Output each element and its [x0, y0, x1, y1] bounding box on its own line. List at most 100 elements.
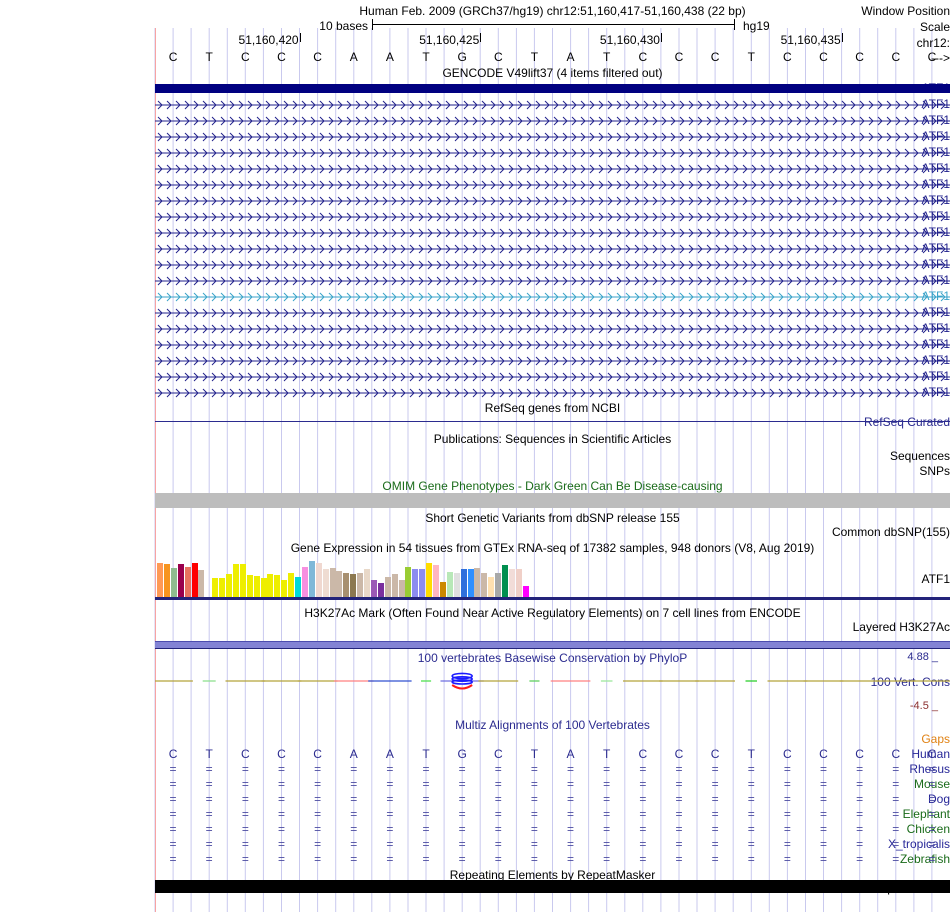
gencode-intron-arrows[interactable] — [155, 372, 950, 382]
multiz-species-label[interactable]: Rhesus — [909, 762, 950, 776]
phylop-conservation-plot[interactable] — [155, 662, 950, 710]
gtex-tissue-bar[interactable] — [481, 573, 488, 597]
gencode-gene-block[interactable] — [155, 84, 950, 93]
gencode-intron-arrows[interactable] — [155, 276, 950, 286]
gtex-tissue-bar[interactable] — [274, 575, 281, 597]
multiz-match-mark: = — [567, 822, 575, 836]
gtex-tissue-bar[interactable] — [322, 569, 329, 597]
gencode-intron-arrows[interactable] — [155, 244, 950, 254]
gtex-tissue-bar[interactable] — [177, 564, 184, 597]
multiz-species-label[interactable]: Human — [911, 747, 950, 761]
publications-snps-label[interactable]: SNPs — [919, 464, 950, 478]
gencode-intron-arrows[interactable] — [155, 148, 950, 158]
gtex-tissue-bar[interactable] — [336, 571, 343, 597]
gtex-tissue-bar[interactable] — [502, 565, 508, 597]
multiz-species-label[interactable]: Mouse — [913, 777, 950, 791]
h3k27ac-signal-bar[interactable] — [155, 641, 950, 649]
gtex-tissue-bar[interactable] — [377, 583, 384, 597]
gtex-tissue-bar[interactable] — [467, 569, 474, 597]
gtex-tissue-bar[interactable] — [474, 568, 481, 597]
multiz-human-base: A — [349, 747, 358, 761]
publications-sequences-label[interactable]: Sequences — [889, 449, 950, 463]
gtex-tissue-bar[interactable] — [170, 568, 177, 597]
gencode-intron-arrows[interactable] — [155, 292, 950, 302]
gtex-tissue-bar[interactable] — [412, 569, 419, 597]
gencode-intron-arrows[interactable] — [155, 260, 950, 270]
gtex-tissue-bar[interactable] — [260, 578, 267, 597]
gtex-tissue-bar[interactable] — [515, 569, 522, 597]
gtex-tissue-bar[interactable] — [157, 563, 163, 597]
sequence-base: C — [891, 50, 901, 64]
repeatmasker-bar[interactable] — [155, 880, 950, 893]
gencode-intron-arrows[interactable] — [155, 132, 950, 142]
common-dbsnp-label[interactable]: Common dbSNP(155) — [831, 525, 950, 539]
multiz-species-label[interactable]: Chicken — [906, 822, 950, 836]
gtex-tissue-bar[interactable] — [357, 573, 364, 597]
gtex-tissue-bar[interactable] — [453, 573, 460, 597]
multiz-species-label[interactable]: Zebrafish — [899, 852, 950, 866]
gtex-tissue-bar[interactable] — [405, 567, 412, 597]
gencode-intron-arrows[interactable] — [155, 324, 950, 334]
gtex-tissue-bar[interactable] — [253, 576, 260, 597]
multiz-gaps-label[interactable]: Gaps — [921, 732, 950, 746]
gtex-tissue-bar[interactable] — [384, 577, 391, 597]
gtex-tissue-bar[interactable] — [419, 569, 426, 597]
gtex-tissue-bar[interactable] — [350, 574, 357, 597]
gtex-tissue-bar[interactable] — [370, 580, 377, 597]
gtex-tissue-bar[interactable] — [232, 564, 239, 597]
gtex-tissue-bar[interactable] — [495, 573, 502, 597]
gtex-tissue-bar[interactable] — [329, 568, 336, 597]
gtex-tissue-bar[interactable] — [281, 580, 288, 597]
layered-h3k27ac-label[interactable]: Layered H3K27Ac — [852, 620, 950, 634]
gtex-tissue-bar[interactable] — [308, 561, 315, 597]
gtex-tissue-bar[interactable] — [439, 582, 446, 597]
gtex-tissue-bar[interactable] — [433, 565, 439, 597]
gencode-intron-arrows[interactable] — [155, 212, 950, 222]
gencode-intron-arrows[interactable] — [155, 340, 950, 350]
gtex-tissue-bar[interactable] — [212, 578, 219, 597]
gtex-tissue-bar[interactable] — [191, 563, 198, 597]
gencode-intron-arrows[interactable] — [155, 308, 950, 318]
multiz-match-mark: = — [241, 762, 249, 776]
gencode-intron-arrows[interactable] — [155, 116, 950, 126]
gtex-tissue-bar[interactable] — [295, 577, 301, 597]
gtex-tissue-bar[interactable] — [267, 574, 274, 597]
multiz-species-label[interactable]: Elephant — [902, 807, 950, 821]
gtex-tissue-bar[interactable] — [288, 573, 295, 597]
gtex-tissue-bar[interactable] — [301, 567, 308, 597]
gtex-tissue-bar[interactable] — [343, 573, 350, 597]
gtex-tissue-bar[interactable] — [163, 564, 170, 597]
gtex-tissue-bar[interactable] — [219, 578, 226, 597]
gtex-tissue-bar[interactable] — [446, 572, 453, 597]
gtex-tissue-bar[interactable] — [398, 580, 405, 597]
gtex-tissue-bar[interactable] — [488, 577, 495, 597]
gtex-tissue-bar[interactable] — [198, 570, 205, 597]
gencode-intron-arrows[interactable] — [155, 228, 950, 238]
gencode-intron-arrows[interactable] — [155, 180, 950, 190]
gtex-tissue-bar[interactable] — [246, 575, 253, 597]
gencode-intron-arrows[interactable] — [155, 388, 950, 398]
multiz-species-label[interactable]: Dog — [927, 792, 950, 806]
sequence-base: C — [674, 50, 684, 64]
gtex-expression-barchart[interactable] — [157, 557, 530, 597]
gtex-tissue-bar[interactable] — [315, 563, 322, 597]
gtex-tissue-bar[interactable] — [460, 569, 467, 597]
gencode-intron-arrows[interactable] — [155, 100, 950, 110]
gtex-tissue-bar[interactable] — [426, 563, 433, 597]
gencode-intron-arrows[interactable] — [155, 196, 950, 206]
vert-cons-label[interactable]: 100 Vert. Cons — [870, 675, 950, 689]
gtex-tissue-bar[interactable] — [184, 567, 191, 597]
multiz-species-label[interactable]: X_tropicalis — [887, 837, 950, 851]
gtex-tissue-bar[interactable] — [364, 569, 370, 597]
gtex-tissue-bar[interactable] — [522, 586, 529, 597]
gtex-tissue-bar[interactable] — [508, 569, 515, 597]
gencode-intron-arrows[interactable] — [155, 164, 950, 174]
gtex-tissue-bar[interactable] — [239, 564, 246, 597]
refseq-curated-label[interactable]: RefSeq Curated — [863, 415, 950, 429]
omim-genes-bar[interactable] — [155, 493, 950, 508]
gtex-gene-label[interactable]: ATF1 — [921, 572, 950, 586]
gtex-tissue-bar[interactable] — [391, 574, 398, 597]
coordinate-tick-label: 51,160,425 — [419, 33, 480, 47]
gencode-intron-arrows[interactable] — [155, 356, 950, 366]
gtex-tissue-bar[interactable] — [226, 574, 232, 597]
